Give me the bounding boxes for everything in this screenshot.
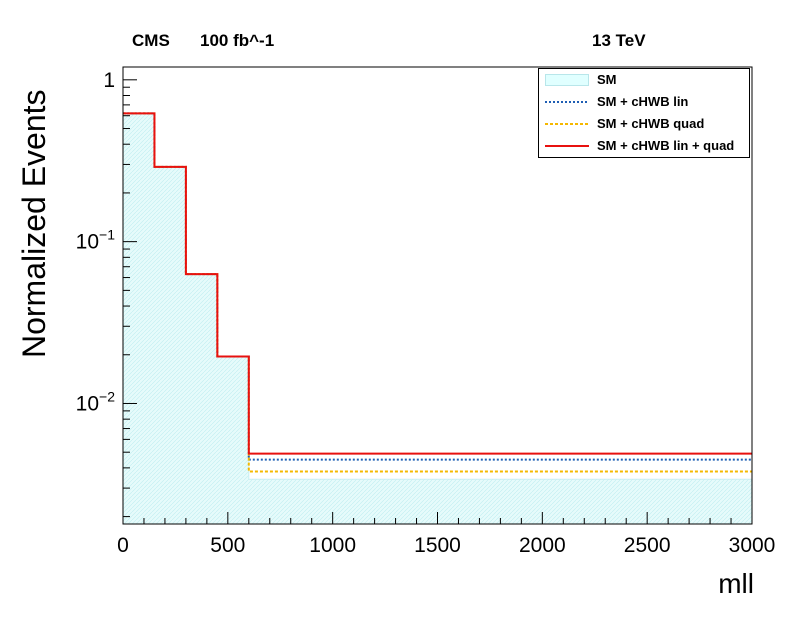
energy-label: 13 TeV xyxy=(592,31,646,50)
axis-layer: 0 500 1000 1500 2000 2500 3000 1 10−1 10−2 xyxy=(76,69,776,557)
legend-entry-quad: SM + cHWB quad xyxy=(539,113,749,135)
legend-swatch-quad xyxy=(545,123,589,125)
legend-label-quad: SM + cHWB quad xyxy=(597,116,705,131)
x-tick-label: 2500 xyxy=(624,534,671,557)
series-lin-quad-line xyxy=(123,112,752,455)
luminosity-label: 100 fb^-1 xyxy=(200,31,275,50)
legend: SM SM + cHWB lin SM + cHWB quad SM + cHW… xyxy=(538,68,750,158)
legend-entry-lin: SM + cHWB lin xyxy=(539,91,749,113)
x-tick-label: 500 xyxy=(210,534,245,557)
x-tick-label: 2000 xyxy=(519,534,566,557)
legend-entry-sm: SM xyxy=(539,69,749,91)
legend-label-lin: SM + cHWB lin xyxy=(597,94,689,109)
legend-swatch-lin xyxy=(545,101,589,103)
experiment-label: CMS xyxy=(132,31,170,50)
legend-swatch-sm xyxy=(545,74,589,86)
x-tick-label: 0 xyxy=(117,534,129,557)
y-tick-label: 10−1 xyxy=(76,227,116,254)
x-tick-label: 1000 xyxy=(309,534,356,557)
legend-entry-lin-quad: SM + cHWB lin + quad xyxy=(539,135,749,157)
legend-swatch-lin-quad xyxy=(545,145,589,147)
x-axis-title: mll xyxy=(718,568,754,599)
y-tick-label: 1 xyxy=(103,69,115,92)
x-tick-label: 3000 xyxy=(729,534,776,557)
x-tick-label: 1500 xyxy=(414,534,461,557)
y-tick-label: 10−2 xyxy=(76,388,116,415)
series-layer xyxy=(122,112,753,525)
legend-label-lin-quad: SM + cHWB lin + quad xyxy=(597,138,735,153)
legend-label-sm: SM xyxy=(597,72,617,87)
y-axis-title: Normalized Events xyxy=(16,89,52,358)
